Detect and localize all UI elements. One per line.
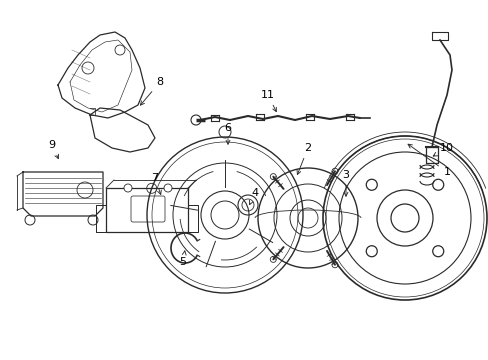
Text: 10: 10 xyxy=(432,143,453,156)
Text: 7: 7 xyxy=(151,173,161,194)
Text: 1: 1 xyxy=(407,144,449,177)
Text: 3: 3 xyxy=(342,170,349,196)
Text: 11: 11 xyxy=(261,90,276,112)
Text: 4: 4 xyxy=(249,188,258,204)
Text: 8: 8 xyxy=(140,77,163,105)
Text: 2: 2 xyxy=(296,143,311,175)
Text: 5: 5 xyxy=(179,251,186,267)
Circle shape xyxy=(124,184,132,192)
Text: 9: 9 xyxy=(48,140,59,158)
Text: 6: 6 xyxy=(224,123,231,144)
Circle shape xyxy=(163,184,172,192)
